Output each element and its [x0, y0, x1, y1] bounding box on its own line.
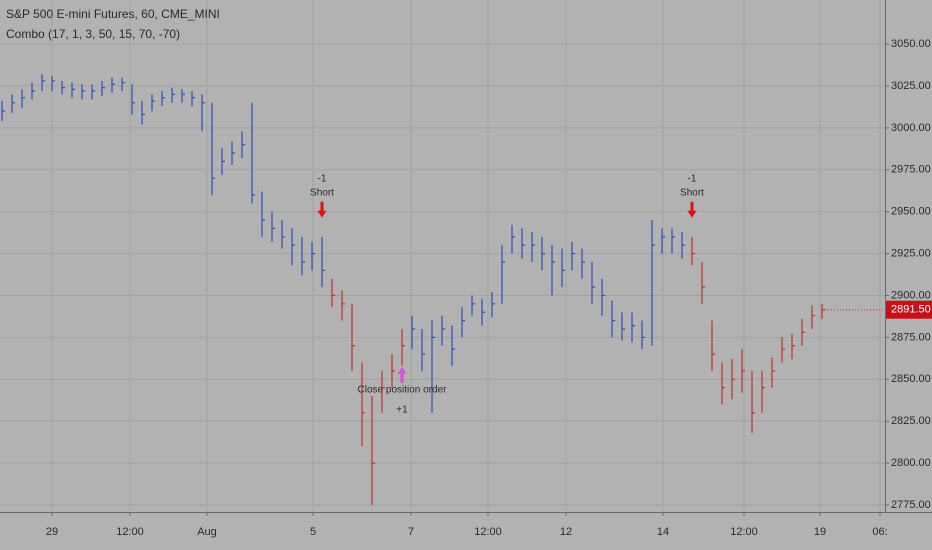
- last-price-label: 2891.50: [891, 304, 931, 316]
- x-tick-label: 06:: [872, 526, 887, 538]
- y-tick-label: 2825.00: [891, 415, 931, 427]
- signal-qty: -1: [688, 173, 697, 184]
- last-price-box: [886, 300, 932, 319]
- y-tick-label: 2800.00: [891, 457, 931, 469]
- x-tick-label: 7: [408, 526, 414, 538]
- x-tick-label: 12:00: [474, 526, 502, 538]
- indicator-label: Combo (17, 1, 3, 50, 15, 70, -70): [6, 27, 180, 41]
- x-tick-label: 12:00: [730, 526, 758, 538]
- signal-label: Short: [680, 187, 704, 198]
- signal-arrow: [687, 201, 697, 218]
- y-tick-label: 3000.00: [891, 122, 931, 134]
- grid: [0, 0, 885, 512]
- y-tick-label: 2775.00: [891, 499, 931, 511]
- chart-title: S&P 500 E-mini Futures, 60, CME_MINI: [6, 7, 220, 21]
- signal-label: Short: [310, 187, 334, 198]
- y-tick-label: 3025.00: [891, 80, 931, 92]
- x-tick-label: 14: [657, 526, 669, 538]
- x-tick-label: 19: [814, 526, 826, 538]
- axes: 2775.00 2800.00 2825.00 2850.00 2875.00 2900.…: [46, 38, 932, 538]
- signal-qty: -1: [318, 173, 327, 184]
- y-tick-label: 2975.00: [891, 164, 931, 176]
- signal-label: Close position order: [358, 384, 448, 395]
- x-tick-label: Aug: [197, 526, 217, 538]
- y-tick-label: 2900.00: [891, 289, 931, 301]
- signal-qty: +1: [396, 404, 408, 415]
- y-tick-label: 2875.00: [891, 331, 931, 343]
- x-tick-label: 29: [46, 526, 58, 538]
- x-tick-label: 12:00: [116, 526, 144, 538]
- signal-arrow: [317, 201, 327, 218]
- y-tick-label: 3050.00: [891, 38, 931, 50]
- y-tick-label: 2925.00: [891, 247, 931, 259]
- bars: -1 Short Close position order +1 -1 Short: [1, 74, 825, 505]
- y-tick-label: 2850.00: [891, 373, 931, 385]
- y-tick-label: 2950.00: [891, 206, 931, 218]
- signal-arrow: [397, 366, 407, 383]
- x-tick-label: 5: [310, 526, 316, 538]
- x-tick-label: 12: [560, 526, 572, 538]
